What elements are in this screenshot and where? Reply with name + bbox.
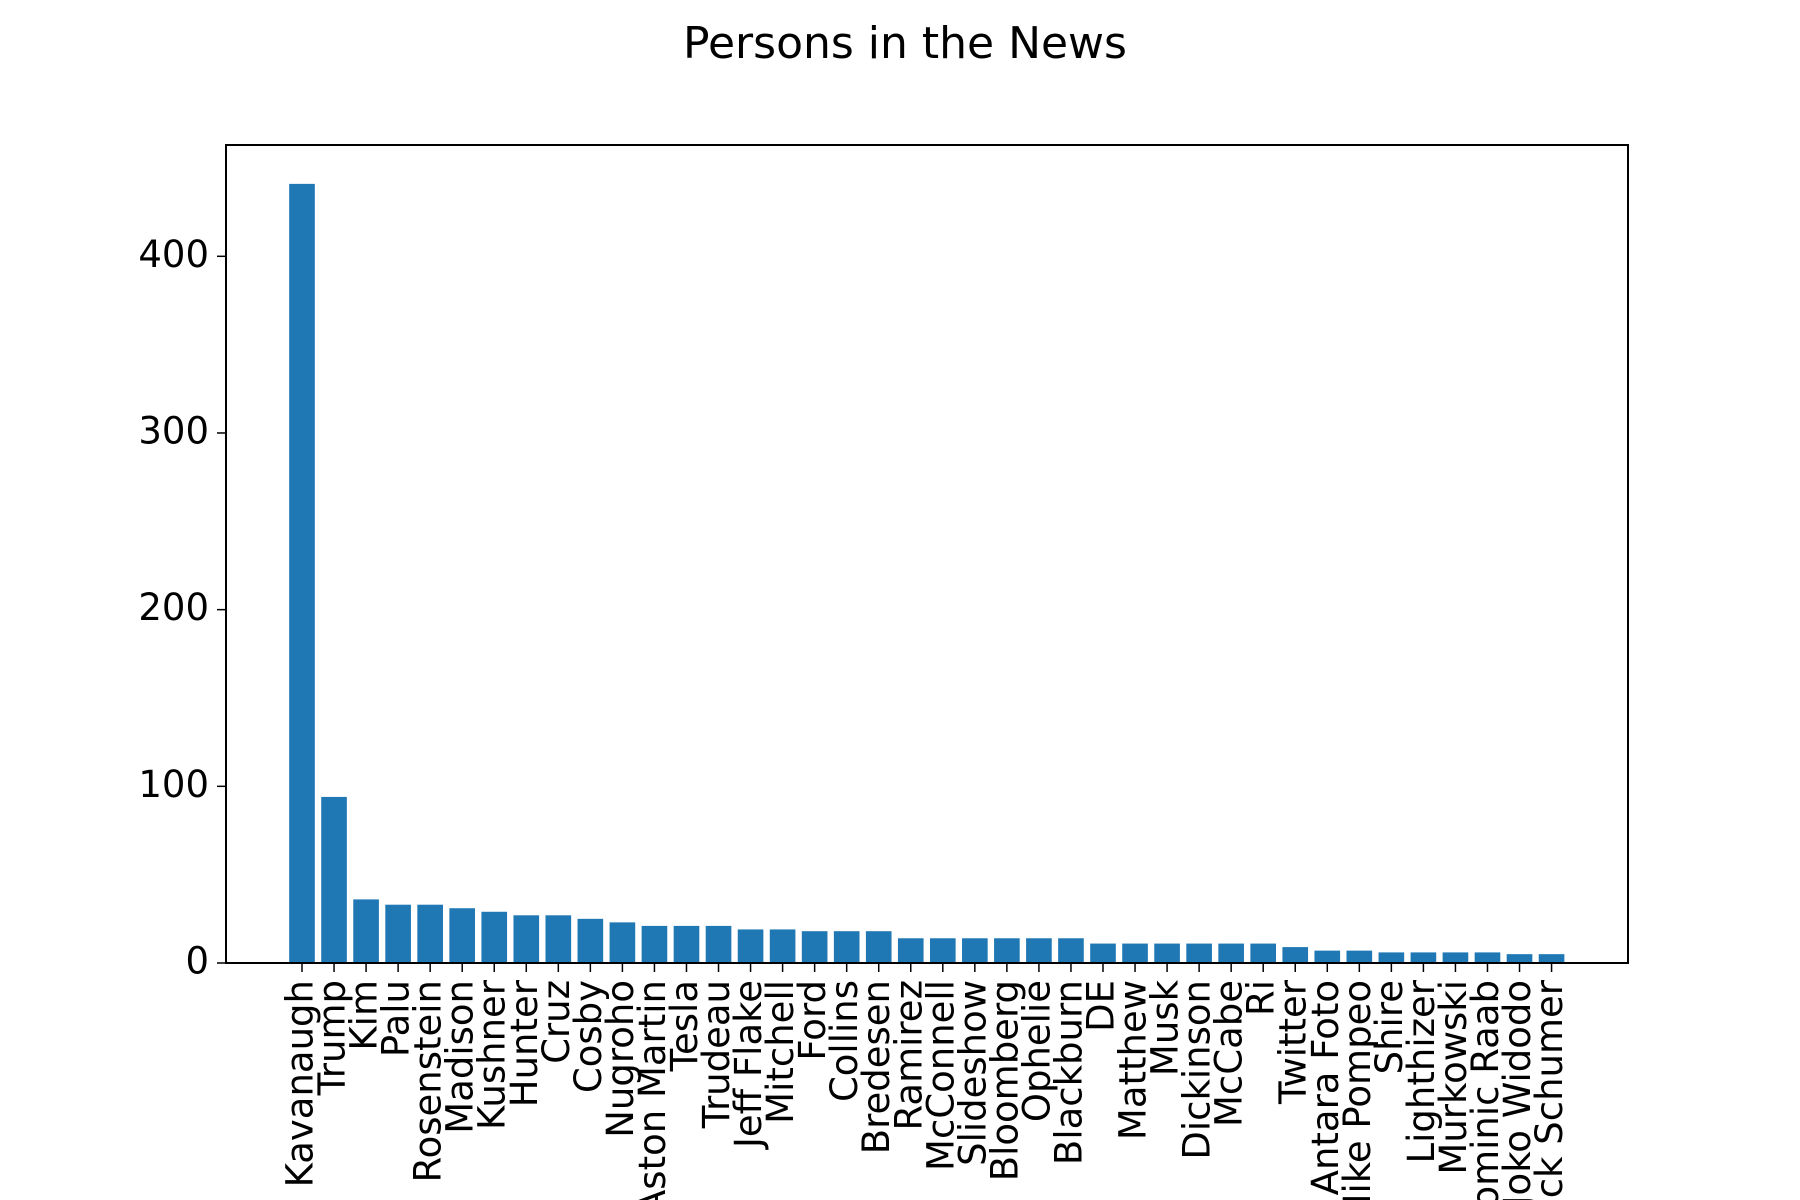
bar: [1378, 952, 1405, 963]
x-tick-label: Bredesen: [855, 980, 898, 1154]
bar: [897, 938, 924, 963]
x-tick-label: Kushner: [471, 979, 514, 1130]
bar: [577, 918, 604, 963]
y-tick-label: 200: [138, 586, 209, 629]
x-tick-label: Nugroho: [599, 980, 642, 1138]
bar: [1154, 943, 1180, 963]
x-tick-label: Chuck Schumer: [1528, 979, 1571, 1200]
x-tick-label: Mike Pompeo: [1336, 980, 1379, 1200]
bar: [1058, 938, 1084, 963]
x-tick-label: Musk: [1144, 979, 1187, 1076]
bar: [1218, 943, 1244, 963]
bar: [321, 796, 347, 963]
x-tick-label: Blackburn: [1047, 980, 1090, 1165]
bar: [641, 925, 668, 963]
x-tick-label: Ri: [1240, 980, 1283, 1016]
x-tick-label: Collins: [823, 980, 866, 1102]
bar: [1186, 943, 1212, 963]
x-tick-label: McConnell: [919, 980, 962, 1171]
x-tick-label: Bloomberg: [983, 980, 1026, 1181]
bar: [673, 925, 700, 963]
bar: [962, 938, 988, 963]
chart-title: Persons in the News: [683, 18, 1127, 69]
bar: [1410, 952, 1437, 963]
y-tick-label: 0: [185, 940, 209, 983]
y-tick-label: 400: [138, 233, 209, 276]
x-tick-label: Palu: [375, 980, 418, 1057]
bar: [1026, 938, 1052, 963]
bar: [833, 931, 860, 963]
bar: [801, 931, 828, 963]
x-tick-label: Joko Widodo: [1496, 980, 1539, 1200]
x-tick-label: Twitter: [1272, 979, 1315, 1105]
bar: [449, 908, 476, 963]
bar: [385, 904, 411, 963]
x-tick-label: Dominic Raab: [1464, 980, 1507, 1200]
bar: [705, 925, 732, 963]
bar: [417, 904, 443, 963]
bar: [353, 899, 379, 963]
bar: [1346, 950, 1373, 963]
bar: [289, 183, 315, 963]
x-tick-label: Trudeau: [695, 980, 738, 1129]
x-tick-label: McCabe: [1208, 980, 1251, 1127]
bar: [1090, 943, 1116, 963]
x-tick-label: Hunter: [503, 979, 546, 1107]
x-tick-label: Dickinson: [1176, 980, 1219, 1160]
x-tick-label: Lighthizer: [1400, 979, 1443, 1163]
x-tick-label: Rosenstein: [407, 980, 450, 1182]
x-tick-label: Madison: [439, 980, 482, 1134]
bar: [1250, 943, 1277, 963]
x-tick-label: Antara Foto: [1304, 980, 1347, 1195]
x-tick-label: Slideshow: [951, 980, 994, 1166]
x-tick-label: Cruz: [535, 980, 578, 1064]
x-tick-label: Murkowski: [1432, 980, 1475, 1175]
bar: [994, 938, 1020, 963]
x-tick-label: Matthew: [1112, 980, 1155, 1140]
x-tick-label: Shire: [1368, 980, 1411, 1074]
plot-frame: [225, 144, 1629, 964]
y-tick-label: 100: [138, 763, 209, 806]
bar: [1442, 952, 1469, 963]
bar: [609, 922, 636, 963]
bar: [545, 915, 572, 963]
x-tick-label: Kavanaugh: [279, 980, 322, 1187]
x-tick-label: Ramirez: [887, 980, 930, 1130]
bar: [1538, 954, 1565, 963]
x-tick-label: Ford: [791, 980, 834, 1061]
bar: [481, 911, 508, 963]
x-tick-label: Kim: [343, 980, 386, 1051]
bar: [737, 929, 764, 963]
bar: [1122, 943, 1148, 963]
y-tick-label: 300: [138, 409, 209, 452]
bar: [929, 938, 956, 963]
bar: [1314, 950, 1341, 963]
bar: [513, 915, 540, 963]
bar: [1474, 952, 1501, 963]
x-tick-label: Jeff Flake: [727, 980, 770, 1150]
x-tick-label: DE: [1080, 980, 1123, 1032]
bar: [1506, 954, 1533, 963]
x-tick-label: Aston Martin: [631, 980, 674, 1200]
bar: [865, 931, 892, 963]
x-tick-label: Ophelie: [1015, 980, 1058, 1122]
x-tick-label: Cosby: [567, 980, 610, 1093]
bar: [1282, 947, 1309, 963]
x-tick-label: Mitchell: [759, 980, 802, 1124]
x-tick-label: Trump: [311, 980, 354, 1096]
x-tick-label: Tesla: [663, 980, 706, 1072]
bar: [769, 929, 796, 963]
